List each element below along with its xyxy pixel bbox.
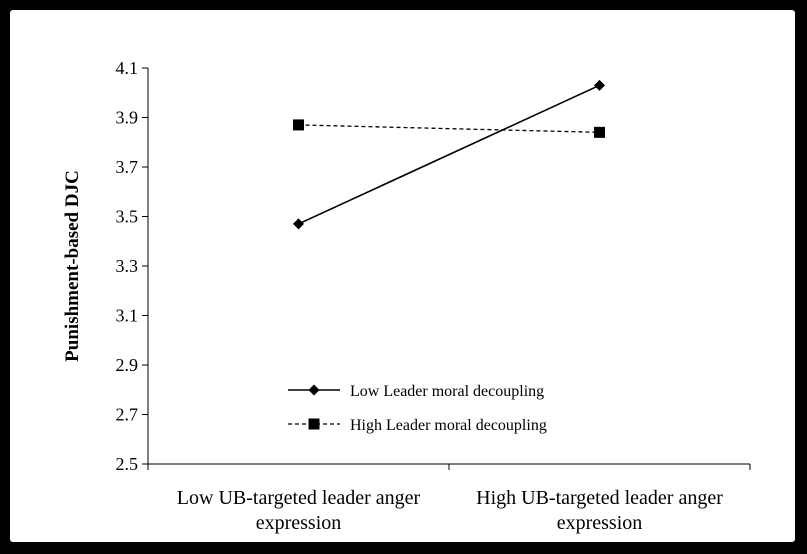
series-line xyxy=(298,84,600,225)
x-category-label-line: High UB-targeted leader anger xyxy=(476,487,723,509)
y-tick-label: 3.9 xyxy=(116,108,139,128)
x-category-label-line: expression xyxy=(256,512,342,534)
y-tick-label: 4.1 xyxy=(116,58,139,78)
series-2 xyxy=(293,119,605,138)
legend-marker xyxy=(308,418,320,430)
y-tick-label: 2.9 xyxy=(116,355,139,375)
x-category-label: Low UB-targeted leader anger expression xyxy=(177,487,421,534)
y-tick-label: 3.1 xyxy=(116,306,139,326)
legend-label: Low Leader moral decoupling xyxy=(350,383,544,400)
y-tick-label: 3.5 xyxy=(116,207,139,227)
series-line xyxy=(298,124,600,133)
data-point xyxy=(594,79,605,91)
y-tick-label: 2.5 xyxy=(116,454,139,474)
legend-marker xyxy=(308,384,320,396)
series-1 xyxy=(293,79,605,230)
y-tick-label: 3.3 xyxy=(116,256,139,276)
x-category-label: High UB-targeted leader anger expression xyxy=(476,487,723,534)
axes xyxy=(147,68,750,465)
x-ticks: Low UB-targeted leader anger expressionHi… xyxy=(147,464,751,534)
data-point xyxy=(594,126,605,138)
legend-item: High Leader moral decoupling xyxy=(288,417,547,434)
x-category-label-line: Low UB-targeted leader anger xyxy=(177,487,421,509)
legend: Low Leader moral decoupling High Leader m… xyxy=(288,383,547,434)
data-point xyxy=(293,218,304,230)
y-ticks: 2.5 2.7 2.9 3.1 3.3 3.5 3.7 3.9 4.1 xyxy=(116,58,148,474)
legend-item: Low Leader moral decoupling xyxy=(288,383,544,400)
series-layer xyxy=(293,79,605,230)
y-tick-label: 2.7 xyxy=(116,405,139,425)
chart-frame xyxy=(10,10,795,542)
data-point xyxy=(293,119,304,131)
y-tick-label: 3.7 xyxy=(116,157,139,177)
legend-label: High Leader moral decoupling xyxy=(350,417,547,434)
x-category-label-line: expression xyxy=(557,512,643,534)
y-axis-title: Punishment-based DJC xyxy=(62,170,83,362)
